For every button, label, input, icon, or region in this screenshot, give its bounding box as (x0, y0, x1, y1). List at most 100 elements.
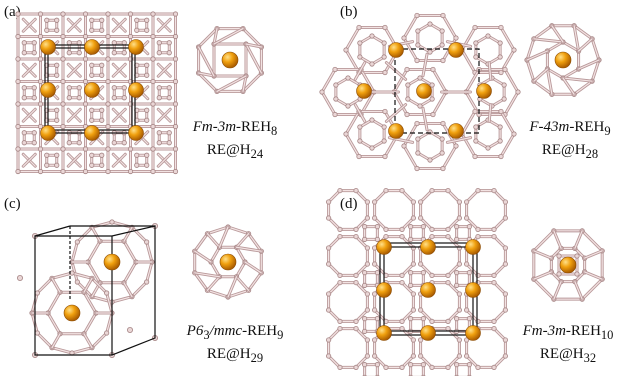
hydrogen-atom (415, 42, 421, 48)
hydrogen-atom (369, 145, 375, 151)
hydrogen-atom (156, 140, 162, 146)
hydrogen-atom (414, 120, 420, 127)
hydrogen-atom (410, 337, 417, 343)
hydrogen-atom (362, 328, 368, 334)
hydrogen-atom (99, 27, 105, 33)
hydrogen-atom (144, 27, 150, 33)
hydrogen-atom (453, 143, 459, 149)
hydrogen-atom (105, 123, 111, 130)
panel-label-c: (c) (4, 196, 21, 212)
hydrogen-atom (337, 233, 343, 240)
metal-atom (40, 39, 56, 55)
hydrogen-atom (111, 85, 117, 91)
hydrogen-atom (150, 123, 156, 130)
metal-atom (40, 125, 56, 141)
hydrogen-atom (498, 24, 504, 31)
hydrogen-atom (172, 146, 179, 152)
hydrogen-atom (99, 17, 105, 23)
hydrogen-atom (475, 364, 481, 371)
hydrogen-atom (325, 215, 332, 221)
hydrogen-atom (357, 54, 363, 60)
hydrogen-atom (37, 101, 44, 107)
hydrogen-atom (381, 54, 387, 60)
hydrogen-atom (405, 82, 411, 88)
hydrogen-atom (353, 318, 359, 325)
hydrogen-atom (76, 40, 82, 46)
hydrogen-atom (111, 50, 117, 56)
hydrogen-atom (134, 162, 140, 168)
hydrogen-atom (105, 146, 111, 152)
hydrogen-atom (150, 11, 156, 17)
hydrogen-atom (150, 33, 156, 40)
metal-atom (63, 304, 81, 322)
hydrogen-atom (456, 291, 463, 297)
hydrogen-atom (31, 140, 37, 146)
hydrogen-atom (463, 199, 470, 205)
hydrogen-atom (166, 85, 172, 91)
hydrogen-atom (420, 316, 426, 322)
hydrogen-atom (399, 318, 405, 325)
hydrogen-atom (404, 66, 410, 73)
hydrogen-atom (381, 40, 387, 46)
hydrogen-atom (383, 226, 389, 233)
hydrogen-atom (74, 239, 80, 245)
hydrogen-atom (374, 224, 380, 230)
hydrogen-atom (357, 138, 363, 144)
hydrogen-atom (454, 282, 460, 288)
hydrogen-atom (440, 165, 446, 172)
hydrogen-atom (337, 226, 343, 233)
hydrogen-atom (144, 107, 150, 113)
hydrogen-atom (15, 146, 21, 152)
hydrogen-atom (82, 11, 89, 17)
metal-atom (128, 82, 144, 98)
hydrogen-atom (21, 40, 27, 46)
hydrogen-atom (405, 96, 411, 102)
hydrogen-atom (463, 353, 470, 359)
hydrogen-atom (511, 131, 517, 137)
hydrogen-atom (104, 330, 110, 336)
hydrogen-atom (353, 187, 359, 194)
hydrogen-atom (357, 40, 363, 46)
hydrogen-atom (491, 187, 497, 194)
hydrogen-atom (502, 291, 509, 297)
hydrogen-atom (337, 279, 343, 286)
metal-atom (559, 256, 577, 274)
hydrogen-atom (415, 28, 421, 34)
hydrogen-atom (501, 82, 507, 88)
hydrogen-atom (502, 245, 509, 251)
cage-label-c: RE@H29 (206, 346, 264, 365)
hydrogen-atom (89, 17, 95, 23)
hydrogen-atom (105, 56, 111, 62)
hydrogen-atom (456, 261, 463, 267)
hydrogen-atom (420, 270, 426, 276)
metal-atom (420, 239, 436, 255)
hydrogen-atom (515, 89, 521, 95)
hydrogen-atom (89, 107, 95, 113)
hydrogen-atom (381, 124, 387, 130)
hydrogen-atom (574, 271, 580, 277)
hydrogen-atom (454, 224, 460, 230)
hydrogen-atom (89, 27, 95, 33)
hydrogen-atom (456, 337, 463, 343)
hydrogen-atom (105, 11, 111, 17)
hydrogen-atom (408, 316, 414, 322)
hydrogen-atom (399, 233, 405, 240)
hydrogen-atom (60, 78, 66, 85)
hydrogen-atom (364, 353, 371, 359)
panel-label-d: (d) (340, 196, 358, 212)
cage-label-a: RE@H24 (206, 142, 264, 161)
hydrogen-atom (60, 56, 66, 62)
hydrogen-atom (456, 307, 463, 313)
hydrogen-atom (66, 95, 72, 101)
hydrogen-atom (144, 162, 150, 168)
hydrogen-atom (156, 50, 162, 56)
hydrogen-atom (429, 96, 435, 102)
hydrogen-atom (82, 78, 89, 85)
hydrogen-atom (401, 35, 407, 41)
hydrogen-atom (371, 245, 378, 251)
hydrogen-atom (410, 261, 417, 267)
hydrogen-atom (429, 82, 435, 88)
hydrogen-atom (99, 117, 105, 123)
hydrogen-atom (364, 261, 371, 267)
